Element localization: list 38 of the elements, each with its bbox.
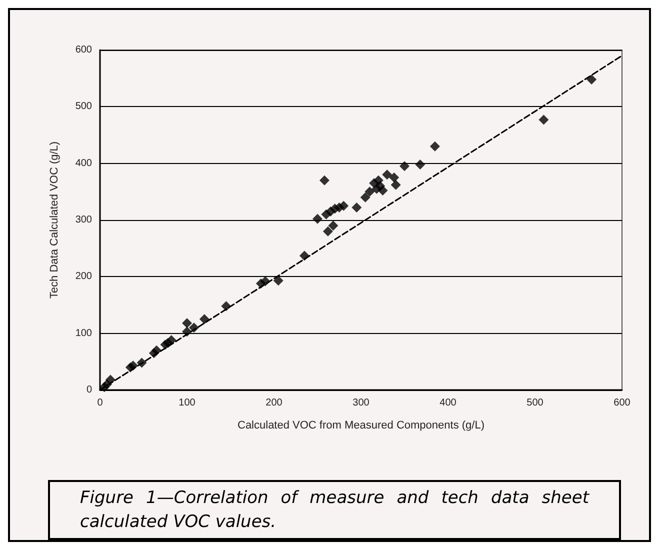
y-tick-label: 300: [75, 214, 92, 226]
y-tick-label: 200: [75, 271, 92, 282]
x-tick-label: 300: [352, 398, 370, 408]
y-tick-label: 500: [75, 101, 92, 112]
point: [352, 202, 362, 213]
point: [378, 186, 388, 196]
y-axis-title: Tech Data Calculated VOC (g/L): [48, 141, 60, 299]
y-tick-label: 600: [75, 44, 92, 56]
y-tick-label: 0: [86, 384, 92, 396]
point: [390, 180, 401, 190]
point: [586, 74, 597, 84]
point: [360, 192, 370, 202]
point: [322, 226, 333, 236]
point: [389, 172, 400, 182]
point: [538, 114, 549, 125]
point: [364, 186, 375, 197]
x-tick-label: 100: [178, 398, 196, 408]
point: [400, 161, 410, 172]
caption: Figure 1—Correlation of measure and tech data sheet calculated VOC values.: [48, 480, 621, 540]
x-tick-label: 200: [266, 398, 283, 408]
y-tick-label: 400: [75, 158, 92, 169]
point: [273, 276, 284, 286]
point: [338, 200, 349, 211]
point: [328, 220, 338, 231]
point: [312, 214, 322, 224]
x-tick-label: 600: [614, 398, 631, 408]
point: [199, 314, 210, 324]
point: [430, 141, 440, 152]
point: [166, 335, 176, 346]
x-tick-label: 500: [526, 398, 544, 408]
y-tick-label: 100: [75, 328, 92, 339]
x-tick-label: 0: [97, 398, 104, 408]
point: [182, 318, 192, 328]
x-tick-label: 400: [440, 398, 457, 408]
point: [319, 175, 330, 186]
point: [382, 170, 392, 180]
point: [415, 159, 426, 170]
x-axis-title: Calculated VOC from Measured Components (g/L): [238, 420, 484, 432]
